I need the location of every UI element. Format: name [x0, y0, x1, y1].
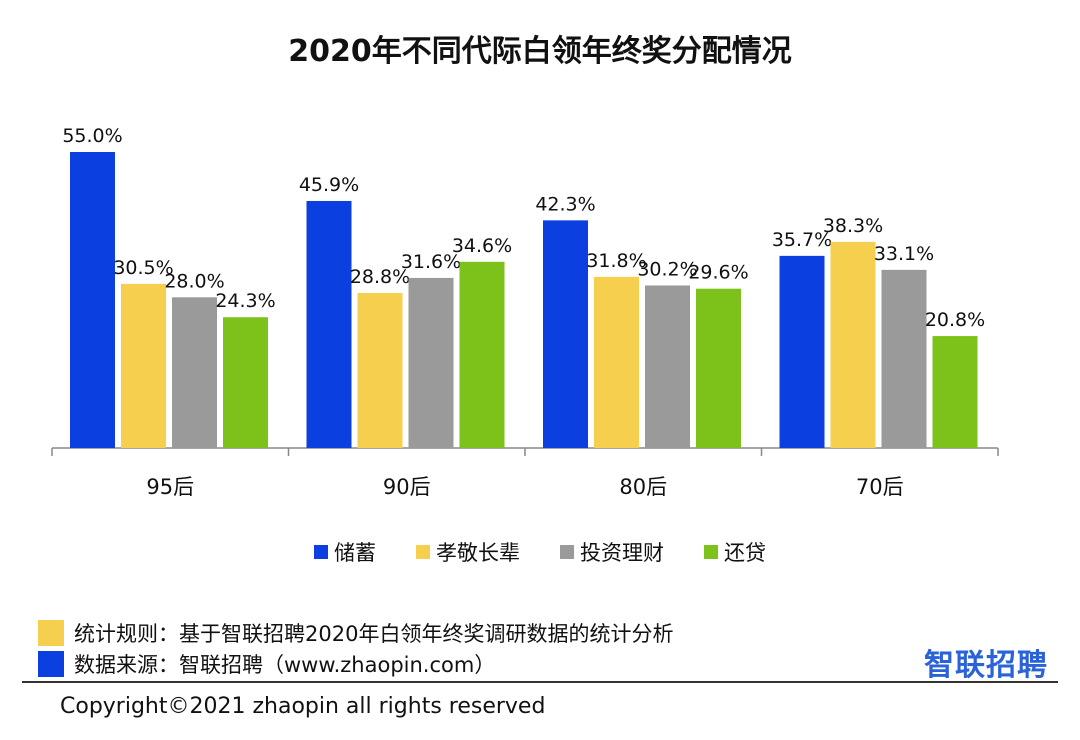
legend-item-savings: 储蓄	[314, 537, 376, 567]
bar	[358, 293, 403, 448]
bar	[70, 152, 115, 448]
bar-value-label: 38.3%	[823, 215, 883, 237]
legend-item-investment: 投资理财	[560, 537, 664, 567]
bar-value-label: 20.8%	[925, 309, 985, 331]
bar	[223, 317, 268, 448]
note-source-text: 数据来源：智联招聘（www.zhaopin.com）	[74, 649, 495, 679]
legend-label-investment: 投资理财	[580, 537, 664, 567]
note-rules-swatch	[38, 620, 64, 646]
legend-swatch-investment	[560, 545, 574, 559]
brand-logo: 智联招聘	[924, 640, 1048, 684]
legend-swatch-elders	[416, 545, 430, 559]
bar-value-label: 29.6%	[688, 262, 748, 284]
legend-label-savings: 储蓄	[334, 537, 376, 567]
bar	[121, 284, 166, 448]
note-source: 数据来源：智联招聘（www.zhaopin.com）	[38, 649, 495, 679]
bar	[780, 256, 825, 448]
legend-item-elders: 孝敬长辈	[416, 537, 520, 567]
legend-swatch-savings	[314, 545, 328, 559]
x-tick-label: 95后	[146, 475, 194, 499]
bar	[933, 336, 978, 448]
footer-divider	[22, 681, 1058, 683]
bar	[172, 297, 217, 448]
bar-value-label: 45.9%	[299, 174, 359, 196]
bar-chart: 55.0%30.5%28.0%24.3%95后45.9%28.8%31.6%34…	[0, 0, 1080, 520]
copyright-text: Copyright©2021 zhaopin all rights reserv…	[60, 694, 545, 719]
bar	[409, 278, 454, 448]
note-rules-text: 统计规则：基于智联招聘2020年白领年终奖调研数据的统计分析	[74, 618, 673, 648]
bar	[696, 289, 741, 448]
bar-value-label: 33.1%	[874, 243, 934, 265]
bar	[460, 262, 505, 448]
bar-value-label: 55.0%	[62, 125, 122, 147]
bar-value-label: 42.3%	[535, 193, 595, 215]
bar	[543, 220, 588, 448]
bar	[882, 270, 927, 448]
note-rules: 统计规则：基于智联招聘2020年白领年终奖调研数据的统计分析	[38, 618, 673, 648]
note-source-swatch	[38, 651, 64, 677]
bar	[645, 285, 690, 448]
bar	[307, 201, 352, 448]
chart-legend: 储蓄 孝敬长辈 投资理财 还贷	[0, 537, 1080, 567]
legend-swatch-loan	[704, 545, 718, 559]
legend-item-loan: 还贷	[704, 537, 766, 567]
x-tick-label: 80后	[619, 475, 667, 499]
x-tick-label: 70后	[856, 475, 904, 499]
bar-value-label: 28.0%	[164, 270, 224, 292]
x-tick-label: 90后	[383, 475, 431, 499]
bar-value-label: 34.6%	[452, 235, 512, 257]
legend-label-loan: 还贷	[724, 537, 766, 567]
legend-label-elders: 孝敬长辈	[436, 537, 520, 567]
bar	[831, 242, 876, 448]
bar-value-label: 24.3%	[215, 290, 275, 312]
bar	[594, 277, 639, 448]
